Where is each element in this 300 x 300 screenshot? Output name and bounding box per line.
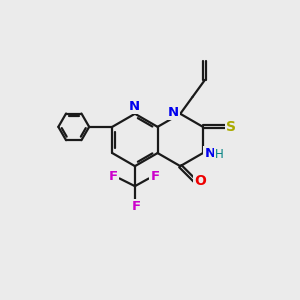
Text: N: N bbox=[129, 100, 140, 112]
Text: H: H bbox=[215, 148, 224, 161]
Text: F: F bbox=[132, 200, 141, 213]
Text: N: N bbox=[204, 147, 215, 160]
Text: S: S bbox=[226, 120, 236, 134]
Text: O: O bbox=[194, 174, 206, 188]
Text: N: N bbox=[168, 106, 179, 119]
Text: F: F bbox=[150, 169, 160, 183]
Text: F: F bbox=[109, 169, 118, 183]
